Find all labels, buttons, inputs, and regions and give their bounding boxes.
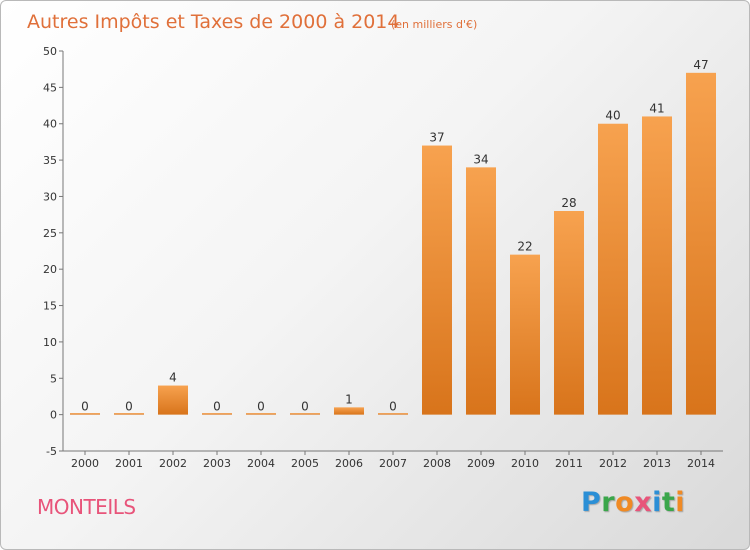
logo-letter: x: [634, 487, 653, 518]
y-tick-label: -5: [46, 445, 57, 458]
y-tick-label: 15: [43, 300, 57, 313]
bar: [598, 123, 628, 415]
proxiti-logo: Proxiti: [581, 487, 685, 518]
y-tick-label: 20: [43, 263, 57, 276]
bar: [466, 167, 496, 415]
x-tick-label: 2010: [511, 457, 539, 470]
x-tick-label: 2005: [291, 457, 319, 470]
x-tick-label: 2001: [115, 457, 143, 470]
chart-title: Autres Impôts et Taxes de 2000 à 2014: [27, 11, 400, 33]
data-label: 40: [605, 109, 620, 123]
x-tick-label: 2013: [643, 457, 671, 470]
y-tick-label: 40: [43, 118, 57, 131]
bar: [114, 413, 144, 415]
data-label: 1: [345, 392, 353, 406]
x-tick-label: 2006: [335, 457, 363, 470]
y-tick-label: 25: [43, 227, 57, 240]
y-tick-label: 5: [50, 372, 57, 385]
data-label: 37: [429, 131, 444, 145]
data-label: 0: [213, 400, 221, 414]
y-tick-label: 45: [43, 81, 57, 94]
data-label: 41: [649, 101, 664, 115]
data-label: 0: [125, 400, 133, 414]
logo-letter: r: [601, 487, 616, 518]
place-name: MONTEILS: [37, 495, 136, 519]
bar: [290, 413, 320, 415]
data-label: 0: [81, 400, 89, 414]
x-tick-label: 2012: [599, 457, 627, 470]
x-tick-label: 2002: [159, 457, 187, 470]
x-tick-label: 2009: [467, 457, 495, 470]
data-label: 47: [693, 58, 708, 72]
y-tick-label: 50: [43, 45, 57, 58]
y-tick-label: 0: [50, 409, 57, 422]
x-tick-label: 2011: [555, 457, 583, 470]
bar: [158, 385, 188, 415]
chart-subtitle: (en milliers d'€): [391, 18, 477, 31]
bar: [378, 413, 408, 415]
data-label: 0: [301, 400, 309, 414]
logo-letter: i: [652, 487, 662, 518]
x-tick-label: 2000: [71, 457, 99, 470]
bar: [510, 254, 540, 415]
bar: [686, 72, 716, 415]
data-label: 0: [389, 400, 397, 414]
data-label: 22: [517, 240, 532, 254]
x-tick-label: 2008: [423, 457, 451, 470]
bar: [422, 145, 452, 415]
logo-letter: o: [615, 487, 635, 518]
y-tick-label: 10: [43, 336, 57, 349]
x-tick-label: 2014: [687, 457, 715, 470]
bar: [70, 413, 100, 415]
logo-letter: P: [581, 487, 602, 518]
data-label: 4: [169, 371, 177, 385]
bar: [334, 407, 364, 415]
logo-letter: i: [675, 487, 686, 518]
bar: [246, 413, 276, 415]
x-tick-label: 2003: [203, 457, 231, 470]
bar: [202, 413, 232, 415]
data-label: 0: [257, 400, 265, 414]
data-label: 28: [561, 196, 576, 210]
data-label: 34: [473, 152, 488, 166]
logo-letter: t: [661, 487, 676, 518]
x-tick-label: 2004: [247, 457, 275, 470]
x-tick-label: 2007: [379, 457, 407, 470]
bar: [554, 211, 584, 415]
bar: [642, 116, 672, 415]
y-tick-label: 30: [43, 190, 57, 203]
y-tick-label: 35: [43, 154, 57, 167]
